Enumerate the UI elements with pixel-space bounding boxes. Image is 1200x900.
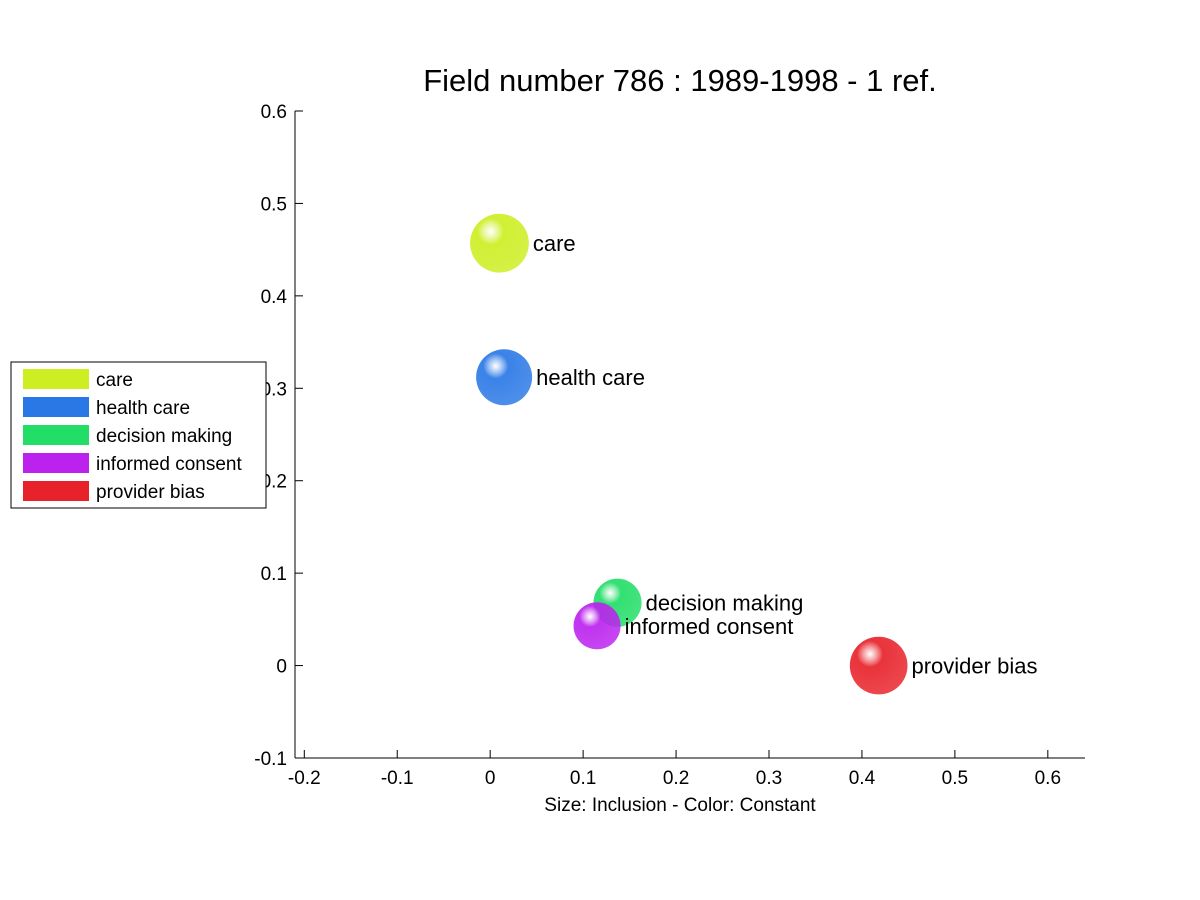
x-tick-label: -0.2 bbox=[288, 768, 321, 789]
point-label: care bbox=[533, 231, 576, 256]
legend-swatch bbox=[23, 425, 89, 445]
chart-title: Field number 786 : 1989-1998 - 1 ref. bbox=[423, 63, 937, 98]
x-tick-label: 0 bbox=[485, 768, 496, 789]
legend-label: health care bbox=[96, 398, 190, 419]
axes: -0.2 -0.1 0 0.1 0.2 0.3 0.4 0.5 0.6-0.100.10.20.… bbox=[254, 102, 1085, 789]
y-tick-label: 0.4 bbox=[261, 287, 288, 308]
legend-label: care bbox=[96, 370, 133, 391]
legend-swatch bbox=[23, 453, 89, 473]
legend-swatch bbox=[23, 481, 89, 501]
point-label: provider bias bbox=[912, 654, 1038, 679]
x-tick-label: -0.1 bbox=[381, 768, 414, 789]
legend-label: provider bias bbox=[96, 482, 205, 503]
legend-label: decision making bbox=[96, 426, 232, 447]
y-tick-label: -0.1 bbox=[254, 749, 287, 770]
y-tick-label: 0.5 bbox=[261, 194, 287, 215]
x-axis-label: Size: Inclusion - Color: Constant bbox=[544, 795, 816, 816]
y-tick-label: 0.2 bbox=[261, 472, 287, 493]
legend-swatch bbox=[23, 397, 89, 417]
x-tick-label: 0.6 bbox=[1035, 768, 1061, 789]
x-tick-label: 0.2 bbox=[663, 768, 689, 789]
data-point bbox=[849, 636, 908, 695]
point-label: decision making bbox=[646, 591, 804, 616]
y-tick-label: 0 bbox=[276, 657, 287, 678]
legend-swatch bbox=[23, 369, 89, 389]
data-point bbox=[573, 602, 621, 650]
x-tick-label: 0.3 bbox=[756, 768, 782, 789]
legend: care health care decision making informed c… bbox=[10, 361, 267, 509]
y-tick-label: 0.6 bbox=[261, 102, 287, 123]
x-tick-label: 0.5 bbox=[942, 768, 968, 789]
data-point bbox=[476, 349, 533, 406]
point-label: health care bbox=[536, 365, 645, 390]
x-tick-label: 0.4 bbox=[849, 768, 876, 789]
data-point bbox=[470, 213, 529, 273]
y-tick-label: 0.1 bbox=[261, 564, 287, 585]
point-label: informed consent bbox=[625, 614, 794, 639]
legend-label: informed consent bbox=[96, 454, 242, 475]
x-tick-label: 0.1 bbox=[570, 768, 596, 789]
y-tick-label: 0.3 bbox=[261, 379, 287, 400]
